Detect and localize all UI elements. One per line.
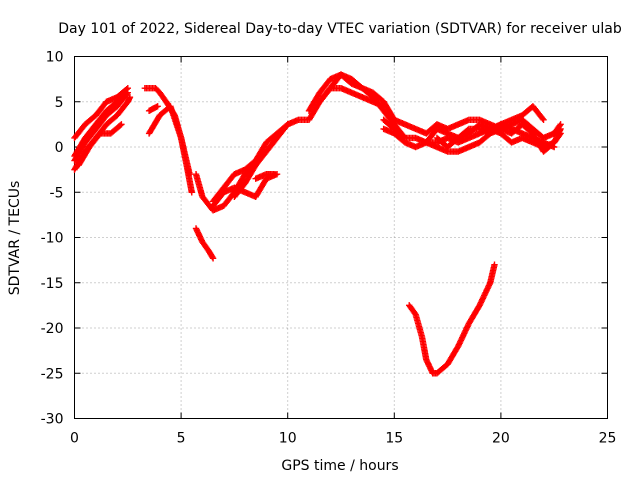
x-tick-label: 20	[492, 431, 510, 447]
x-axis-tick-labels: 0 5 10 15 20 25	[70, 431, 616, 447]
data-series-track-h	[145, 103, 161, 114]
x-axis-label: GPS time / hours	[281, 458, 398, 474]
data-series-track-i	[192, 225, 217, 262]
data-point-interp	[539, 115, 546, 122]
y-tick-label: -5	[50, 185, 64, 201]
x-tick-label: 0	[70, 431, 79, 447]
data-series-track-c	[71, 89, 127, 160]
data-point-interp	[209, 253, 216, 261]
x-tick-label: 5	[177, 431, 186, 447]
data-point	[118, 121, 125, 128]
data-point	[209, 255, 217, 262]
data-series-track-g	[145, 103, 193, 178]
data-series-track-w	[406, 261, 498, 377]
chart-title: Day 101 of 2022, Sidereal Day-to-day VTE…	[58, 21, 622, 37]
y-tick-label: -30	[41, 412, 64, 428]
x-tick-label: 10	[279, 431, 297, 447]
data-point	[540, 116, 547, 124]
data-point	[124, 84, 131, 92]
y-axis-label: SDTVAR / TECUs	[7, 181, 23, 296]
y-tick-label: -25	[41, 366, 64, 382]
data-point	[491, 261, 498, 268]
y-tick-label: -20	[41, 321, 64, 337]
data-series-track-l	[209, 121, 291, 205]
y-tick-label: 0	[55, 140, 64, 156]
data-point	[186, 170, 193, 178]
data-series-track-v	[433, 121, 564, 155]
data-point	[126, 94, 134, 101]
y-tick-label: 10	[46, 50, 64, 66]
y-tick-label: 5	[55, 95, 64, 111]
data-point-interp	[123, 85, 130, 93]
data-point	[154, 103, 161, 110]
data-series-track-e	[75, 121, 125, 169]
data-points	[71, 71, 564, 377]
data-point-interp	[117, 122, 124, 129]
x-tick-label: 25	[599, 431, 617, 447]
data-point	[557, 125, 564, 133]
y-axis-tick-labels: 10 5 0 -5 -10 -15 -20 -25 -30	[41, 50, 64, 428]
x-tick-label: 15	[385, 431, 403, 447]
y-tick-label: -15	[41, 276, 64, 292]
data-point	[188, 189, 195, 196]
data-series-track-d	[71, 84, 131, 142]
data-series-track-n	[252, 170, 279, 182]
y-tick-label: -10	[41, 231, 64, 247]
data-point	[271, 170, 279, 178]
data-series-track-m	[231, 121, 291, 200]
